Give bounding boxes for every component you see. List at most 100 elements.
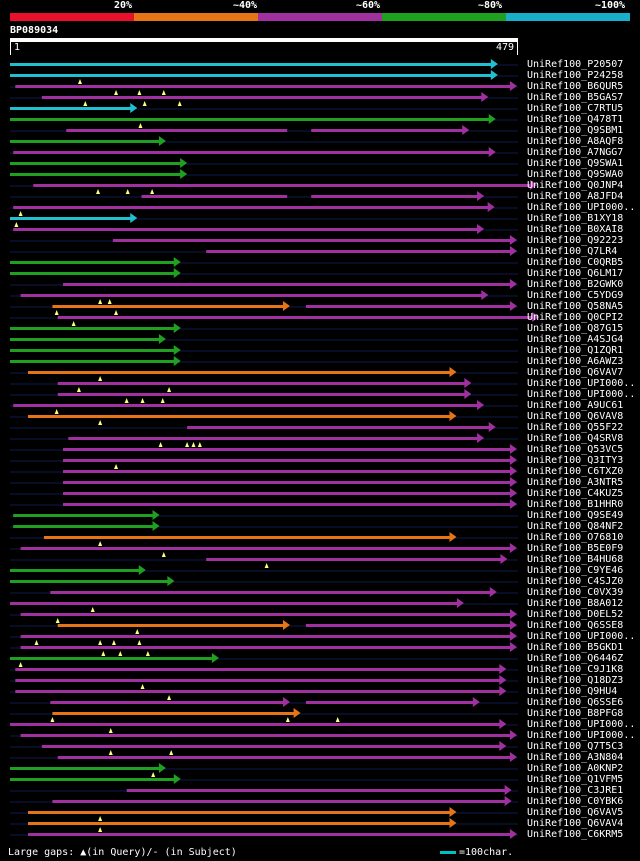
gap-marker	[77, 79, 82, 84]
hit-label[interactable]: UniRef100_Q9SWA1	[527, 158, 624, 169]
hit-label[interactable]: UniRef100_B5GAS7	[527, 92, 624, 103]
hit-label[interactable]: UniRef100_A7NGG7	[527, 147, 624, 158]
hit-label[interactable]: UniRef100_Q6LM17	[527, 268, 624, 279]
hit-label[interactable]: UniRef100_A0KNP2	[527, 763, 624, 774]
hit-label[interactable]: UniRef100_Q6VAV5	[527, 807, 624, 818]
hit-label[interactable]: UniRef100_B1XY18	[527, 213, 624, 224]
hit-arrow	[490, 59, 498, 69]
hit-label[interactable]: UniRef100_A9UC61	[527, 400, 624, 411]
hit-extension-arrow	[509, 301, 517, 311]
hit-label[interactable]: UniRef100_Q53VC5	[527, 444, 624, 455]
hit-label[interactable]: UniRef100_D0EL52	[527, 609, 624, 620]
hit-label[interactable]: UniRef100_Q7LR4	[527, 246, 618, 257]
hit-label[interactable]: UniRef100_Q84NF2	[527, 521, 624, 532]
hit-segment	[57, 624, 284, 627]
hit-label[interactable]: UniRef100_C3JRE1	[527, 785, 624, 796]
gap-marker	[18, 211, 23, 216]
gap-marker	[114, 464, 119, 469]
hit-label[interactable]: UniRef100_Q6SSE6	[527, 697, 624, 708]
hit-label[interactable]: UniRef100_A3NTR5	[527, 477, 624, 488]
hit-label[interactable]: UniRef100_C6KRM5	[527, 829, 624, 840]
hit-label[interactable]: UniRef100_Q4SRV8	[527, 433, 624, 444]
hit-label[interactable]: UniRef100_P20507	[527, 59, 624, 70]
hit-label[interactable]: UniRef100_Q18DZ3	[527, 675, 624, 686]
hit-label[interactable]: UniRef100_C4KUZ5	[527, 488, 624, 499]
hit-segment	[10, 569, 140, 572]
hit-segment	[10, 723, 501, 726]
hit-segment	[57, 382, 466, 385]
hit-label[interactable]: UniRef100_B2GWK0	[527, 279, 624, 290]
hit-segment	[10, 602, 458, 605]
hit-label[interactable]: UniRef100_C4SJZ0	[527, 576, 624, 587]
hit-label[interactable]: UniRef100_P24258	[527, 70, 624, 81]
hit-label[interactable]: UniRef100_C9J1K8	[527, 664, 624, 675]
hit-label[interactable]: UniRef100_C5YDG9	[527, 290, 624, 301]
hit-label[interactable]: UniRef100_B8PFG8	[527, 708, 624, 719]
hit-label[interactable]: UniRef100_C9YE46	[527, 565, 624, 576]
gap-marker	[50, 717, 55, 722]
hit-label[interactable]: UniRef100_C0YBK6	[527, 796, 624, 807]
hit-label[interactable]: UniRef100_Q87G15	[527, 323, 624, 334]
hit-label[interactable]: UniRef100_Q1ZQR1	[527, 345, 624, 356]
hit-label[interactable]: UniRef100_B5E0F9	[527, 543, 624, 554]
hit-label[interactable]: UniRef100_UPI000..	[527, 389, 636, 400]
hit-label[interactable]: UniRef100_Q92223	[527, 235, 624, 246]
hit-label[interactable]: UniRef100_B0XAI8	[527, 224, 624, 235]
hit-label[interactable]: UniRef100_Q6VAV7	[527, 367, 624, 378]
hit-label[interactable]: UniRef100_O76810	[527, 532, 624, 543]
identity-color-key	[10, 13, 630, 21]
hit-label[interactable]: UniRef100_C6TXZ0	[527, 466, 624, 477]
hit-label[interactable]: UniRef100_Q7T5C3	[527, 741, 624, 752]
hit-arrow	[509, 488, 517, 498]
hit-label[interactable]: UniRef100_UPI000..	[527, 631, 636, 642]
hit-arrow	[449, 367, 457, 377]
hit-label[interactable]: UniRef100_C0QRB5	[527, 257, 624, 268]
hit-label[interactable]: UniRef100_A3N804	[527, 752, 624, 763]
hit-arrow	[532, 312, 540, 322]
hit-arrow	[509, 81, 517, 91]
hit-label[interactable]: UniRef100_A8AQF8	[527, 136, 624, 147]
hit-label[interactable]: UniRef100_Q6446Z	[527, 653, 624, 664]
hit-label[interactable]: UniRef100_Q6VAV4	[527, 818, 624, 829]
hit-segment	[20, 613, 511, 616]
hit-label[interactable]: UniRef100_UPI000..	[527, 202, 636, 213]
hit-label[interactable]: UniRef100_B4HU68	[527, 554, 624, 565]
gap-marker	[54, 409, 59, 414]
hit-label[interactable]: UniRef100_Q9HU4	[527, 686, 618, 697]
hit-label[interactable]: UniRef100_UPI000..	[527, 378, 636, 389]
hit-arrow	[504, 796, 512, 806]
hit-label[interactable]: UniRef100_Q9SBM1	[527, 125, 624, 136]
gap-marker	[140, 684, 145, 689]
hit-label[interactable]: UniRef100_B8A012	[527, 598, 624, 609]
hit-label[interactable]: UniRef100_Q478T1	[527, 114, 624, 125]
hit-label[interactable]: UniRef100_A8JFD4	[527, 191, 624, 202]
gaps-legend: Large gaps: ▲(in Query)/- (in Subject)	[8, 847, 237, 858]
hit-arrow	[173, 345, 181, 355]
hit-label[interactable]: UniRef100_Q58NA5	[527, 301, 624, 312]
hit-arrow	[509, 499, 517, 509]
hit-label[interactable]: UniRef100_A4SJG4	[527, 334, 624, 345]
hit-label[interactable]: UniRef100_UPI000..	[527, 730, 636, 741]
hit-arrow	[449, 411, 457, 421]
hit-label[interactable]: UniRef100_Q9SE49	[527, 510, 624, 521]
hit-label[interactable]: UniRef100_Q9SWA0	[527, 169, 624, 180]
hit-segment	[10, 349, 175, 352]
hit-label[interactable]: UniRef100_Q1VFM5	[527, 774, 624, 785]
hit-arrow	[173, 356, 181, 366]
hit-label[interactable]: UniRef100_Q55F22	[527, 422, 624, 433]
hit-label[interactable]: UniRef100_UPI000..	[527, 719, 636, 730]
hit-label[interactable]: UniRef100_Q0CPI2	[527, 312, 624, 323]
hit-label[interactable]: UniRef100_B1HHR0	[527, 499, 624, 510]
hit-label[interactable]: UniRef100_Q6SSE8	[527, 620, 624, 631]
hit-label[interactable]: UniRef100_Q6VAV8	[527, 411, 624, 422]
hit-segment	[10, 360, 175, 363]
hit-segment	[13, 525, 154, 528]
hit-label[interactable]: UniRef100_C0VX39	[527, 587, 624, 598]
hit-label[interactable]: UniRef100_B6QUR5	[527, 81, 624, 92]
hit-label[interactable]: UniRef100_C7RTU5	[527, 103, 624, 114]
hit-label[interactable]: UniRef100_B5GKD1	[527, 642, 624, 653]
hit-label[interactable]: UniRef100_Q3ITY3	[527, 455, 624, 466]
hit-label[interactable]: UniRef100_A6AWZ3	[527, 356, 624, 367]
hit-label[interactable]: UniRef100_Q0JNP4	[527, 180, 624, 191]
gap-marker	[285, 717, 290, 722]
